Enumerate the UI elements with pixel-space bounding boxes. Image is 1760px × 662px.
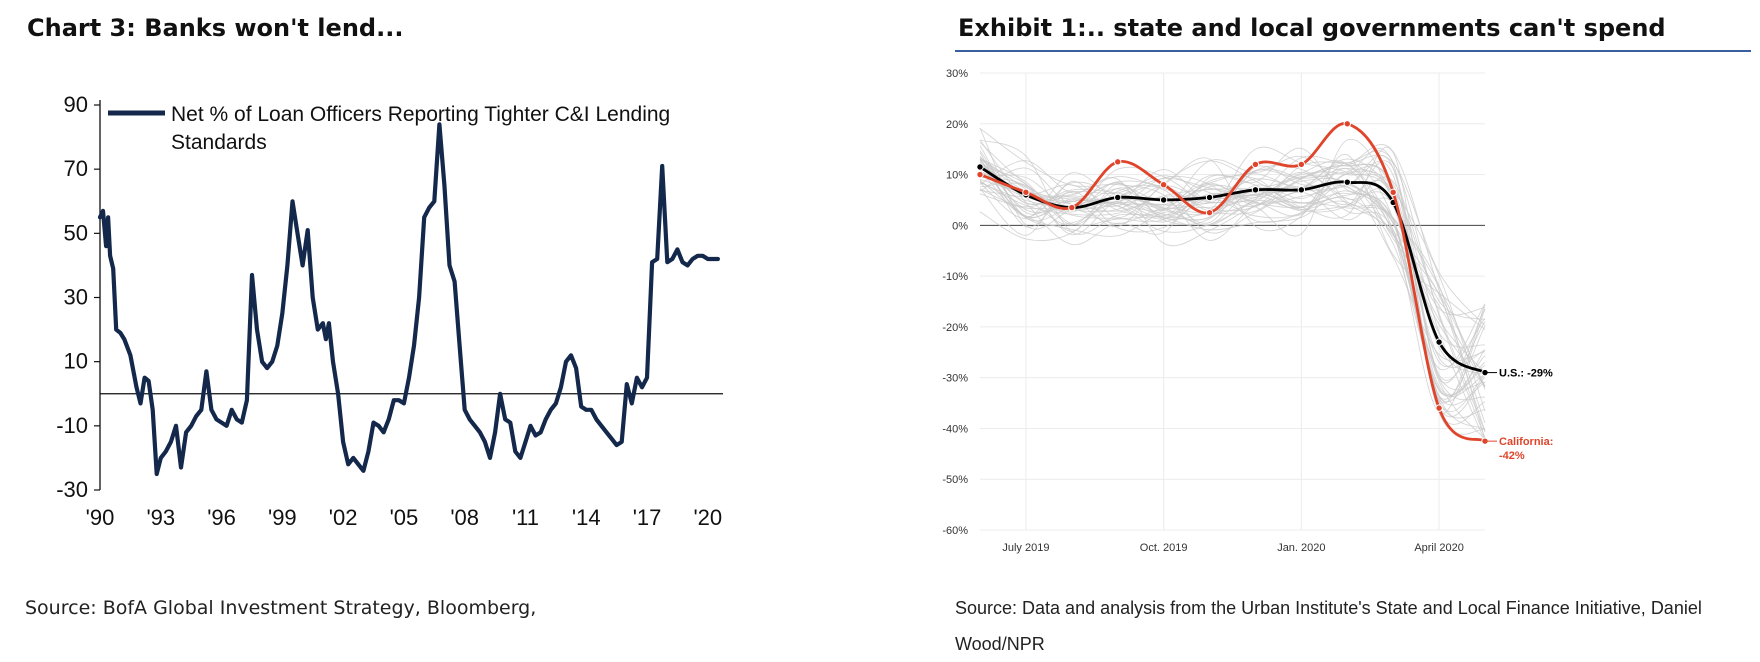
x-tick-label: '90 (86, 505, 115, 530)
california-point (1159, 181, 1168, 189)
x-tick-label: July 2019 (1002, 542, 1049, 554)
california-point (1251, 160, 1260, 169)
y-tick-label: 50 (64, 220, 88, 245)
x-tick-label: '20 (693, 505, 722, 530)
california-point (1343, 120, 1351, 128)
x-tick-label: '05 (390, 505, 419, 530)
us-point (976, 163, 984, 171)
x-tick-label: '17 (633, 505, 662, 530)
state-background-line (979, 161, 1486, 415)
chart3-source: Source: BofA Global Investment Strategy,… (25, 597, 537, 619)
state-background-line (979, 154, 1486, 331)
california-point (1205, 208, 1214, 217)
y-tick-label: -10% (942, 271, 968, 283)
y-tick-label: 90 (64, 92, 88, 117)
us-point (1251, 186, 1260, 194)
y-tick-label: 30% (946, 68, 968, 80)
chart3-title: Chart 3: Banks won't lend... (27, 14, 404, 42)
y-tick-label: -60% (942, 525, 968, 537)
y-tick-label: 0% (952, 220, 968, 232)
us-point (1205, 193, 1214, 202)
us-point (1435, 338, 1443, 346)
y-tick-label: 70 (64, 156, 88, 181)
exhibit1-source: Source: Data and analysis from the Urban… (955, 598, 1702, 654)
california-point (976, 170, 984, 179)
california-point (1068, 203, 1076, 212)
us-point (1297, 186, 1306, 194)
california-end-label-line2: -42% (1499, 450, 1525, 462)
y-tick-label: -30% (942, 373, 968, 385)
y-tick-label: -20% (942, 322, 968, 334)
x-tick-label: '99 (268, 505, 297, 530)
exhibit1-plot: 30% 20% 10% 0% -10% -20% -30% -40% -50% -60% July … (942, 68, 1553, 554)
y-tick-label: -30 (56, 477, 88, 502)
y-tick-label: -10 (56, 413, 88, 438)
state-background-line (979, 144, 1486, 432)
us-point (1159, 196, 1168, 204)
x-tick-label: '11 (512, 505, 539, 530)
state-background-line (979, 150, 1486, 438)
title-underline (955, 50, 1751, 52)
california-point (1297, 160, 1306, 169)
x-tick-label: '14 (572, 505, 601, 530)
y-tick-label: 20% (946, 119, 968, 131)
state-background-line (979, 158, 1486, 412)
x-tick-label: Oct. 2019 (1140, 542, 1188, 554)
y-tick-label: 10 (64, 349, 88, 374)
california-point (1114, 158, 1122, 166)
loan-officers-series-line (97, 122, 721, 477)
y-tick-label: -40% (942, 423, 968, 435)
x-tick-label: April 2020 (1414, 542, 1464, 554)
us-end-label: U.S.: -29% (1499, 368, 1553, 380)
x-tick-label: '96 (207, 505, 236, 530)
x-tick-label: Jan. 2020 (1277, 542, 1325, 554)
california-point (1389, 188, 1397, 197)
x-tick-label: '08 (450, 505, 479, 530)
state-background-line (979, 164, 1486, 406)
exhibit1-title: Exhibit 1:.. state and local governments… (958, 14, 1666, 42)
legend-label-line2: Standards (171, 131, 267, 154)
california-point (1022, 188, 1030, 197)
us-point (1343, 178, 1351, 186)
y-tick-label: -50% (942, 474, 968, 486)
state-background-line (979, 169, 1486, 362)
california-point (1435, 404, 1443, 412)
x-tick-label: '02 (329, 505, 358, 530)
state-background-line (979, 138, 1486, 368)
legend-label-line1: Net % of Loan Officers Reporting Tighter… (171, 103, 670, 126)
y-tick-label: 10% (946, 170, 968, 182)
y-tick-label: 30 (64, 285, 88, 310)
x-tick-label: '93 (146, 505, 175, 530)
us-point (1114, 193, 1122, 202)
california-end-label-line1: California: (1499, 436, 1553, 448)
chart3-plot: 90 70 50 30 10 -10 -30 '90 '93 '96 '99 '02 '05 '08 '11… (56, 92, 723, 530)
